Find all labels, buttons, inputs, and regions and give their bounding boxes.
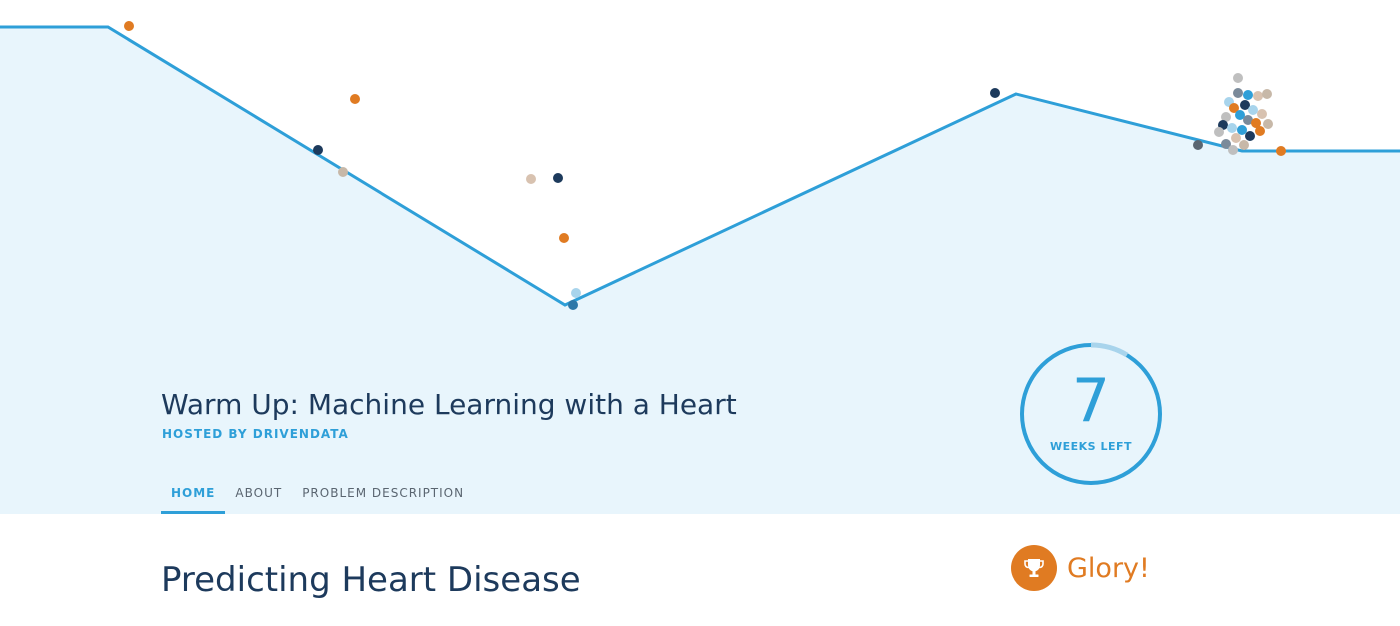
- page-title: Predicting Heart Disease: [161, 560, 581, 600]
- trophy-icon: [1011, 545, 1057, 591]
- hero-banner: Warm Up: Machine Learning with a Heart H…: [0, 21, 1400, 514]
- timer-ring: [1020, 342, 1162, 485]
- competition-tabs: HOME ABOUT PROBLEM DESCRIPTION: [161, 476, 474, 514]
- time-remaining-badge: 7 WEEKS LEFT: [1019, 342, 1163, 486]
- graphic-line: [0, 25, 1400, 307]
- tab-problem-description[interactable]: PROBLEM DESCRIPTION: [302, 486, 465, 500]
- tab-home[interactable]: HOME: [161, 476, 226, 514]
- prize-badge: Glory!: [1011, 544, 1150, 592]
- hosted-by-label: HOSTED BY DRIVENDATA: [162, 427, 349, 441]
- weeks-left-label: WEEKS LEFT: [1050, 440, 1132, 453]
- tab-about[interactable]: ABOUT: [235, 486, 283, 500]
- weeks-left-count: 7: [1071, 366, 1111, 436]
- graphic-dots: [124, 21, 1286, 310]
- prize-label: Glory!: [1067, 552, 1150, 584]
- competition-title: Warm Up: Machine Learning with a Heart: [161, 388, 737, 421]
- leaderboard-graphic: [0, 21, 1400, 514]
- graphic-area: [0, 27, 1400, 514]
